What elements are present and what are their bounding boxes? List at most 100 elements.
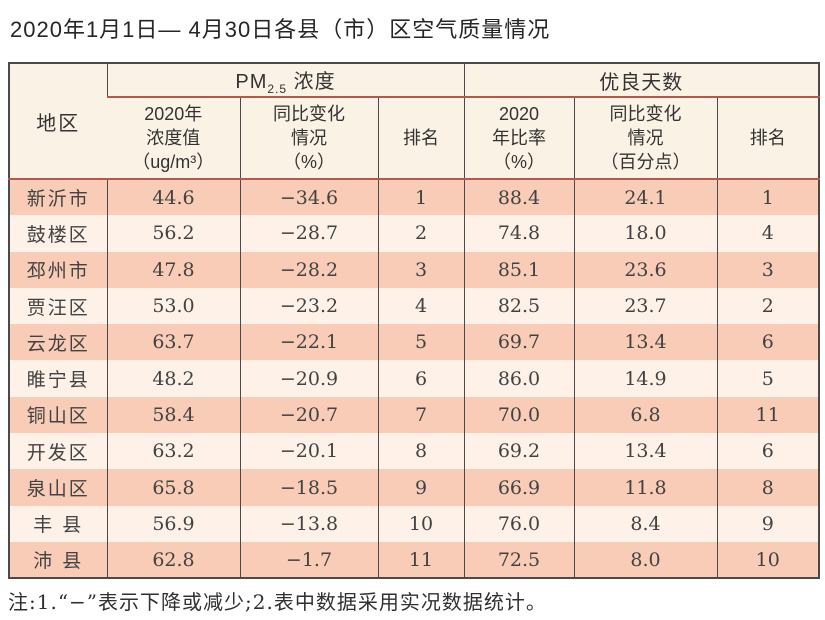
table-row: 开发区 63.2 −20.1 8 69.2 13.4 6 — [9, 433, 819, 470]
table-row: 贾汪区 53.0 −23.2 4 82.5 23.7 2 — [9, 287, 819, 325]
value-cell: 9 — [377, 469, 464, 506]
value-cell: 72.5 — [463, 541, 574, 579]
value-cell: 1 — [377, 179, 464, 216]
value-cell: 70.0 — [463, 396, 574, 434]
value-cell: −22.1 — [239, 324, 378, 361]
value-cell: 44.6 — [106, 179, 240, 216]
pm25-label-subscript: 2.5 — [267, 81, 288, 96]
value-cell: 56.9 — [106, 505, 240, 542]
subheader-pm-rank: 排名 — [377, 97, 464, 180]
table-row: 沛 县 62.8 −1.7 11 72.5 8.0 10 — [9, 541, 819, 579]
value-cell: 63.7 — [106, 324, 240, 361]
table-row: 邳州市 47.8 −28.2 3 85.1 23.6 3 — [9, 251, 819, 288]
region-column-header: 地区 — [9, 63, 107, 180]
value-cell: 13.4 — [573, 324, 717, 361]
footer-note: 注:1.“−”表示下降或减少;2.表中数据采用实况数据统计。 — [8, 590, 547, 614]
value-cell: 86.0 — [463, 360, 574, 397]
subheader-ratio: 2020 年比率 （%） — [463, 97, 574, 180]
value-cell: 1 — [716, 179, 819, 216]
value-cell: −20.7 — [239, 396, 378, 434]
value-cell: 69.7 — [463, 324, 574, 361]
region-cell: 睢宁县 — [9, 360, 107, 397]
value-cell: 8 — [716, 469, 819, 506]
value-cell: 56.2 — [106, 215, 240, 252]
value-cell: 18.0 — [573, 215, 717, 252]
page-title: 2020年1月1日— 4月30日各县（市）区空气质量情况 — [10, 17, 551, 42]
value-cell: −28.2 — [239, 251, 378, 288]
region-cell: 铜山区 — [9, 396, 107, 434]
value-cell: 63.2 — [106, 433, 240, 470]
value-cell: 10 — [716, 541, 819, 579]
value-cell: 65.8 — [106, 469, 240, 506]
region-cell: 新沂市 — [9, 179, 107, 216]
value-cell: 53.0 — [106, 287, 240, 325]
value-cell: −20.9 — [239, 360, 378, 397]
value-cell: 5 — [377, 324, 464, 361]
table-body: 新沂市 44.6 −34.6 1 88.4 24.1 1 鼓楼区 56.2 −28.7 2 74.8 1… — [9, 179, 819, 579]
value-cell: −20.1 — [239, 433, 378, 470]
value-cell: 47.8 — [106, 251, 240, 288]
value-cell: 11 — [377, 541, 464, 579]
value-cell: 6.8 — [573, 396, 717, 434]
air-quality-table: 地区 PM2.5 浓度 优良天数 2020年 浓度值 （ug/m³） 同比变化 … — [8, 62, 820, 580]
value-cell: 6 — [716, 433, 819, 470]
subheader-days-change: 同比变化 情况 （百分点） — [573, 97, 717, 180]
value-cell: 11 — [716, 396, 819, 434]
value-cell: −28.7 — [239, 215, 378, 252]
value-cell: 62.8 — [106, 541, 240, 579]
value-cell: −1.7 — [239, 541, 378, 579]
value-cell: 13.4 — [573, 433, 717, 470]
region-cell: 邳州市 — [9, 251, 107, 288]
pm25-label-base: PM — [235, 70, 268, 93]
value-cell: 2 — [377, 215, 464, 252]
value-cell: −23.2 — [239, 287, 378, 325]
table-row: 鼓楼区 56.2 −28.7 2 74.8 18.0 4 — [9, 215, 819, 252]
region-cell: 鼓楼区 — [9, 215, 107, 252]
subheader-pm-change: 同比变化 情况 （%） — [239, 97, 378, 180]
value-cell: 3 — [716, 251, 819, 288]
value-cell: 9 — [716, 505, 819, 542]
value-cell: 3 — [377, 251, 464, 288]
value-cell: 69.2 — [463, 433, 574, 470]
pm25-group-header: PM2.5 浓度 — [106, 63, 464, 98]
value-cell: 8.0 — [573, 541, 717, 579]
value-cell: 23.7 — [573, 287, 717, 325]
region-cell: 沛 县 — [9, 541, 107, 579]
value-cell: 85.1 — [463, 251, 574, 288]
value-cell: 76.0 — [463, 505, 574, 542]
value-cell: 88.4 — [463, 179, 574, 216]
region-cell: 泉山区 — [9, 469, 107, 506]
value-cell: −18.5 — [239, 469, 378, 506]
region-cell: 贾汪区 — [9, 287, 107, 325]
region-cell: 丰 县 — [9, 505, 107, 542]
value-cell: 24.1 — [573, 179, 717, 216]
region-cell: 云龙区 — [9, 324, 107, 361]
table-row: 泉山区 65.8 −18.5 9 66.9 11.8 8 — [9, 469, 819, 506]
value-cell: 11.8 — [573, 469, 717, 506]
value-cell: 5 — [716, 360, 819, 397]
value-cell: 10 — [377, 505, 464, 542]
pm25-label-rest: 浓度 — [287, 70, 336, 93]
value-cell: 23.6 — [573, 251, 717, 288]
subheader-concentration: 2020年 浓度值 （ug/m³） — [107, 97, 240, 180]
sub-header-row: 2020年 浓度值 （ug/m³） 同比变化 情况 （%） 排名 2020 年比… — [9, 97, 819, 180]
region-cell: 开发区 — [9, 433, 107, 470]
value-cell: 8 — [377, 433, 464, 470]
table-row: 丰 县 56.9 −13.8 10 76.0 8.4 9 — [9, 505, 819, 542]
value-cell: 4 — [377, 287, 464, 325]
value-cell: 74.8 — [463, 215, 574, 252]
table-row: 睢宁县 48.2 −20.9 6 86.0 14.9 5 — [9, 360, 819, 397]
value-cell: 48.2 — [106, 360, 240, 397]
value-cell: 6 — [377, 360, 464, 397]
group-header-row: 地区 PM2.5 浓度 优良天数 — [9, 63, 819, 180]
table-header: 地区 PM2.5 浓度 优良天数 2020年 浓度值 （ug/m³） 同比变化 … — [9, 63, 819, 180]
value-cell: 6 — [716, 324, 819, 361]
table-row: 新沂市 44.6 −34.6 1 88.4 24.1 1 — [9, 179, 819, 216]
table-row: 云龙区 63.7 −22.1 5 69.7 13.4 6 — [9, 324, 819, 361]
value-cell: 66.9 — [463, 469, 574, 506]
table-row: 铜山区 58.4 −20.7 7 70.0 6.8 11 — [9, 396, 819, 434]
value-cell: 7 — [377, 396, 464, 434]
value-cell: 58.4 — [106, 396, 240, 434]
value-cell: 2 — [716, 287, 819, 325]
